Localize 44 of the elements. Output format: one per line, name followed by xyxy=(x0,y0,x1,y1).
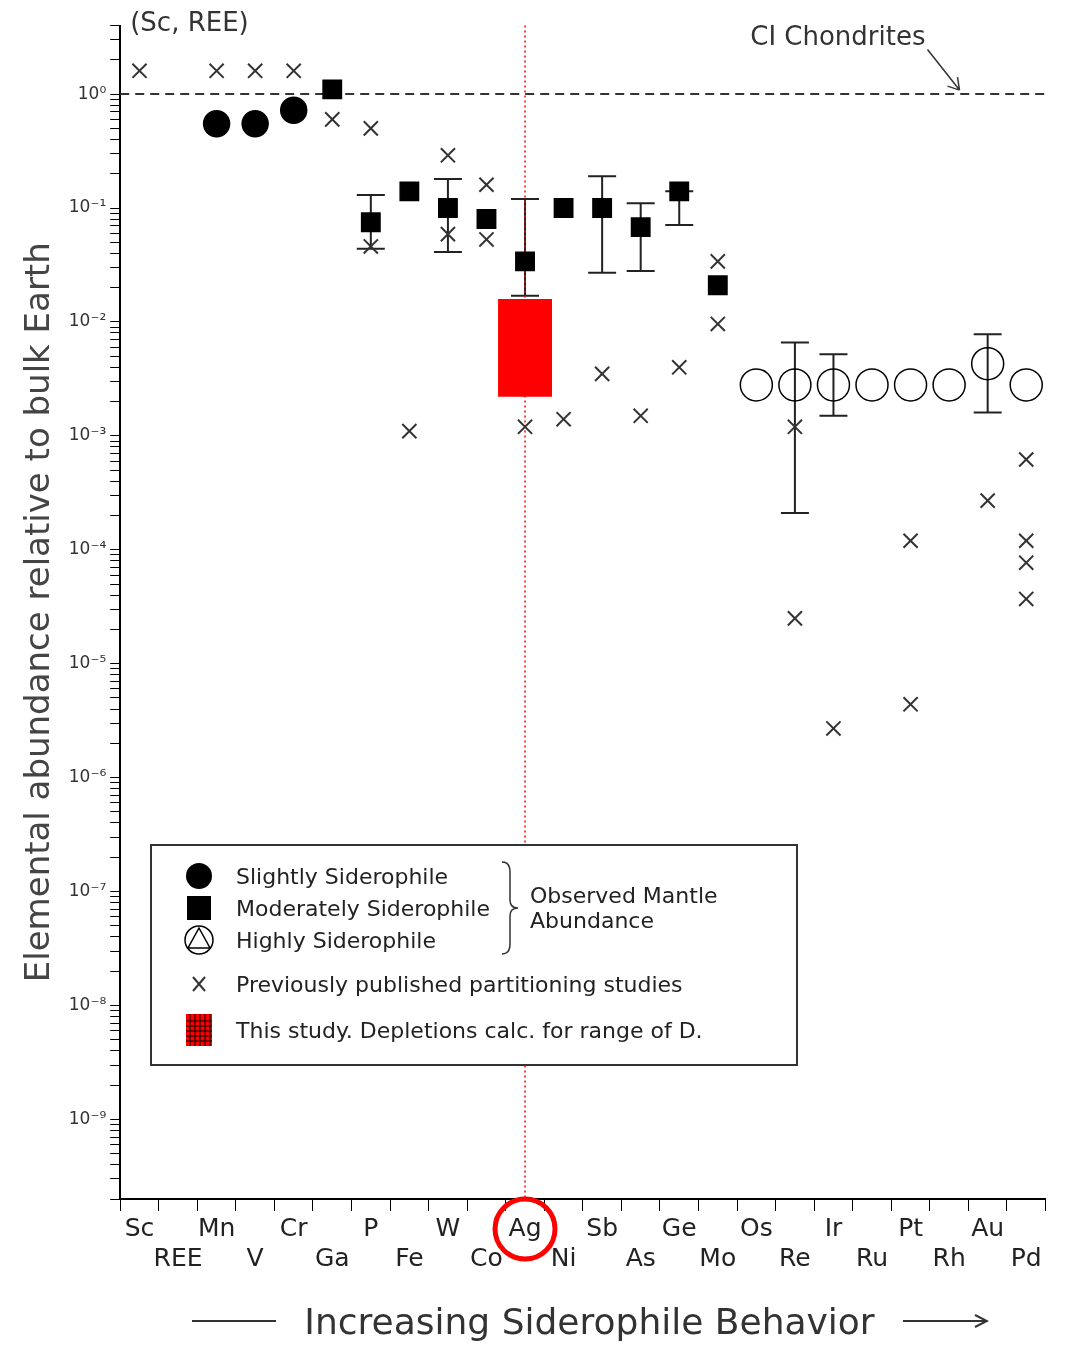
y-tick-label: 10⁻¹ xyxy=(68,196,107,217)
x-tick-label: Fe xyxy=(395,1242,424,1272)
x-tick-label: P xyxy=(363,1212,379,1242)
ref-line-label: CI Chondrites xyxy=(750,21,926,52)
legend-label: Moderately Siderophile xyxy=(236,895,491,921)
x-tick-label: Ag xyxy=(508,1212,542,1242)
legend-title: Observed Mantle Abundance xyxy=(530,883,719,933)
x-tick-label: Rh xyxy=(932,1242,966,1272)
x-tick-label: Co xyxy=(470,1242,503,1272)
x-tick-label: V xyxy=(246,1242,264,1272)
x-tick-label: Os xyxy=(740,1212,773,1242)
y-tick-label: 10⁻⁵ xyxy=(68,652,107,673)
legend-label: Slightly Siderophile xyxy=(236,863,449,889)
x-tick-label: Mn xyxy=(197,1212,236,1242)
x-tick-label: Ir xyxy=(824,1212,843,1242)
y-tick-label: 10⁻⁸ xyxy=(68,993,107,1014)
y-tick-label: 10⁻⁴ xyxy=(68,538,107,559)
y-tick-label: 10⁻³ xyxy=(68,424,107,445)
y-tick-label: 10⁰ xyxy=(77,82,107,103)
y-tick-label: 10⁻² xyxy=(68,310,107,331)
y-tick-label: 10⁻⁶ xyxy=(68,766,107,787)
y-tick-label: 10⁻⁹ xyxy=(68,1107,107,1128)
legend-label: This study. Depletions calc. for range of D. xyxy=(236,1017,703,1043)
x-tick-label: Pd xyxy=(1010,1242,1042,1272)
x-tick-label: REE xyxy=(153,1242,203,1272)
x-tick-label: W xyxy=(435,1212,461,1242)
y-axis-title: Elemental abundance relative to bulk Earth xyxy=(17,242,58,983)
x-tick-label: Pt xyxy=(898,1212,924,1242)
x-tick-label: Ru xyxy=(855,1242,889,1272)
x-tick-label: Cr xyxy=(279,1212,309,1242)
legend-label: Highly Siderophile xyxy=(236,927,436,953)
x-tick-label: As xyxy=(625,1242,656,1272)
y-tick-label: 10⁻⁷ xyxy=(68,879,107,900)
legend-label: Previously published partitioning studies xyxy=(236,971,683,997)
x-tick-label: Sb xyxy=(586,1212,619,1242)
x-tick-label: Ge xyxy=(661,1212,697,1242)
annotation: (Sc, REE) xyxy=(130,7,249,38)
x-tick-label: Ga xyxy=(314,1242,350,1272)
x-tick-label: Au xyxy=(971,1212,1005,1242)
x-tick-label: Re xyxy=(779,1242,811,1272)
x-axis-title: Increasing Siderophile Behavior xyxy=(304,1300,875,1342)
x-tick-label: Ni xyxy=(550,1242,577,1272)
x-tick-label: Sc xyxy=(124,1212,155,1242)
x-tick-label: Mo xyxy=(699,1242,737,1272)
